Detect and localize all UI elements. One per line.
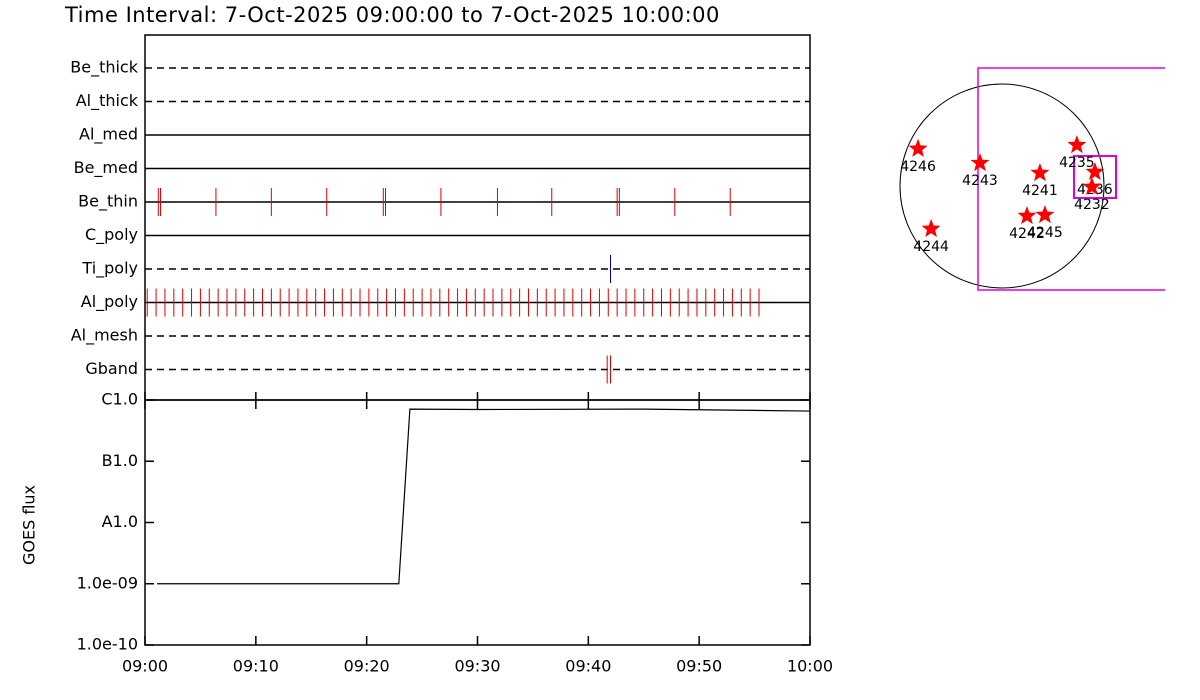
fov-small (1073, 155, 1117, 199)
region-marker (1017, 206, 1037, 225)
row-label: Be_thin (78, 192, 138, 212)
row-label: Ti_poly (81, 259, 138, 279)
x-tick-label: 09:10 (233, 657, 279, 676)
row-label: Al_poly (81, 292, 138, 312)
region-marker (970, 153, 990, 172)
region-marker (1082, 177, 1102, 195)
region-label: 4245 (1027, 225, 1063, 241)
x-tick-label: 10:00 (787, 657, 833, 676)
row-label: Be_med (74, 158, 138, 178)
region-marker (1085, 162, 1105, 181)
x-tick-label: 09:40 (565, 657, 611, 676)
y-axis-label: GOES flux (20, 485, 39, 565)
row-label: Al_thick (76, 91, 139, 111)
y-tick-label: 1.0e-10 (77, 635, 138, 654)
x-tick-label: 09:30 (454, 657, 500, 676)
y-tick-label: C1.0 (101, 390, 138, 409)
row-label: C_poly (85, 225, 138, 245)
y-tick-label: A1.0 (102, 512, 138, 531)
region-label: 4243 (962, 173, 998, 189)
timeline-frame (144, 34, 811, 401)
region-label: 4241 (1022, 183, 1058, 199)
row-label: Be_thick (70, 58, 138, 78)
y-tick-label: B1.0 (102, 451, 138, 470)
x-tick-label: 09:50 (676, 657, 722, 676)
solar-disk (899, 83, 1105, 289)
region-marker (1067, 135, 1087, 154)
goes-line (157, 408, 811, 585)
x-tick-label: 09:20 (344, 657, 390, 676)
region-marker (1035, 205, 1055, 224)
row-label: Gband (85, 359, 138, 378)
region-label: 4235 (1059, 155, 1095, 171)
region-marker (1030, 163, 1050, 182)
region-marker (908, 138, 928, 157)
region-label: 4242 (1009, 226, 1045, 242)
region-label: 4244 (913, 239, 949, 255)
map: 424642434241423542364232424242454244 (899, 67, 1165, 291)
goes-frame (144, 399, 811, 646)
x-tick-label: 09:00 (122, 657, 168, 676)
row-label: Al_med (79, 125, 138, 145)
row-label: Al_mesh (71, 326, 138, 346)
region-label: 4232 (1074, 197, 1110, 213)
chart-title: Time Interval: 7-Oct-2025 09:00:00 to 7-… (64, 3, 720, 27)
region-label: 4246 (900, 159, 936, 175)
region-marker (921, 218, 941, 237)
fov-large (977, 67, 1165, 291)
y-tick-label: 1.0e-09 (77, 573, 138, 592)
